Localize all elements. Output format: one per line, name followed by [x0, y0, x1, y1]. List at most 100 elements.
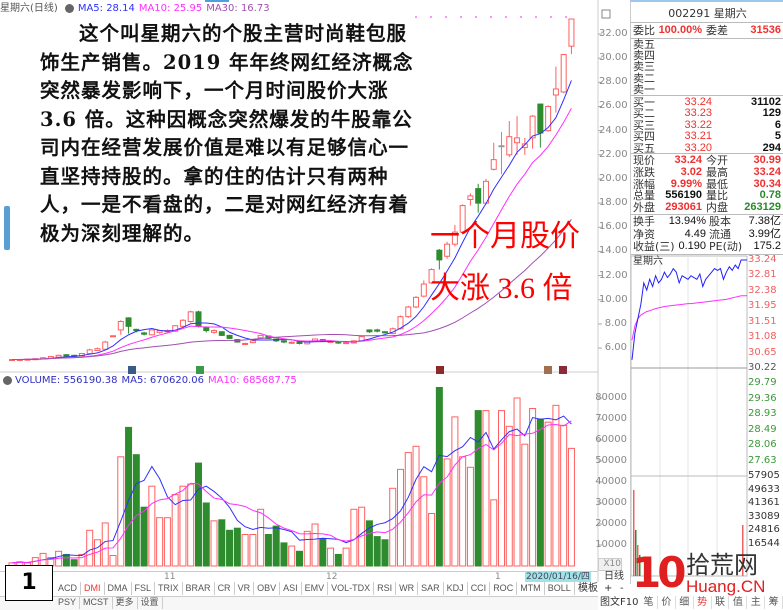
bottom-tab[interactable]: 势: [694, 596, 712, 609]
candle-body: [296, 341, 303, 344]
weibi-value: 100.00%: [658, 24, 702, 36]
bottom-tab[interactable]: 联: [712, 596, 730, 609]
indicator-tab[interactable]: FSL: [132, 582, 156, 595]
candle-body: [102, 341, 109, 350]
volume-bar: [466, 466, 474, 567]
candle-body: [288, 341, 295, 344]
marker-dot: [430, 16, 432, 18]
buy-volume: 6: [774, 118, 781, 131]
candle-body: [560, 54, 567, 93]
sell-level-label: 卖五: [633, 38, 655, 51]
indicator-tab[interactable]: TRIX: [155, 582, 183, 595]
indicator-tab[interactable]: PSY: [55, 595, 81, 609]
indicator-tab[interactable]: BRAR: [183, 582, 215, 595]
indicator-tab[interactable]: RSI: [374, 582, 397, 595]
volume-bar: [513, 397, 521, 567]
volume-bar: [560, 424, 568, 567]
f10-button[interactable]: 图文F10: [600, 597, 639, 608]
quote-panel: 002291 星期六 委比 100.00% 委差 31536 卖五 卖四 卖三 卖二卖…: [630, 0, 783, 584]
indicator-tab[interactable]: MTM: [517, 582, 545, 595]
period-label[interactable]: 日线: [604, 571, 624, 582]
buy-price: 33.22: [684, 118, 712, 131]
indicator-tab[interactable]: SAR: [418, 582, 444, 595]
indicator-tab[interactable]: DMI: [81, 582, 105, 595]
bottom-tab[interactable]: 主: [747, 596, 766, 609]
candle-body: [148, 329, 155, 336]
volume-ma10-line: [11, 420, 572, 564]
indicator-tab[interactable]: EMV: [302, 582, 329, 595]
bottom-tab[interactable]: 筹: [765, 596, 783, 609]
volume-bar: [334, 553, 342, 567]
volume-bar: [233, 527, 241, 567]
indicator-tab[interactable]: BOLL: [545, 582, 575, 595]
ma30-value: MA30: 16.73: [206, 3, 270, 14]
candle-body: [195, 311, 202, 327]
indicator-tab[interactable]: ACD: [55, 582, 82, 595]
fundamental-value: 0.190: [678, 240, 706, 252]
indicator-tab[interactable]: OBV: [254, 582, 281, 595]
stat-label: 外盘: [633, 201, 655, 215]
fundamental-row: 换手 13.94% 股本 7.38亿: [633, 215, 782, 228]
zoom-out-button[interactable]: -: [620, 583, 624, 594]
volume-bar: [365, 520, 373, 567]
volume-unit: X10: [598, 558, 622, 571]
date-label-jan: 1: [495, 572, 501, 582]
volume-bar: [210, 520, 218, 567]
indicator-tab[interactable]: VOL-TDX: [328, 582, 375, 595]
zoom-in-button[interactable]: +: [604, 583, 613, 594]
stock-period-label: 星期六(日线): [0, 3, 58, 14]
volume-settings-icon[interactable]: [3, 375, 12, 385]
volume-tick-label: 10000: [595, 539, 627, 550]
volume-bar: [288, 545, 296, 567]
indicator-tab[interactable]: 设置: [138, 595, 163, 609]
marker-dot: [415, 16, 417, 18]
bottom-tab[interactable]: 笔: [640, 596, 658, 609]
bottom-tab[interactable]: 值: [729, 596, 748, 609]
indicator-tab[interactable]: VR: [235, 582, 255, 595]
indicator-tab[interactable]: MCST: [80, 595, 113, 609]
intraday-price-label: 32.81: [748, 269, 777, 281]
event-marker-icon: [196, 366, 204, 374]
indicator-tab[interactable]: CR: [215, 582, 235, 595]
volume-value: VOLUME: 556190.38: [15, 375, 118, 386]
volume-bar: [140, 506, 148, 567]
candle-body: [335, 341, 342, 344]
template-button[interactable]: 模板: [578, 583, 598, 594]
marker-dot: [460, 16, 462, 18]
volume-bar: [428, 513, 436, 567]
fundamental-value: 7.38亿: [748, 215, 781, 227]
candle-body: [110, 335, 117, 338]
weibi-label: 委比: [633, 24, 655, 37]
price-tick-label: 24.00: [599, 124, 628, 136]
candle-body: [249, 340, 256, 344]
indicator-tab[interactable]: CCI: [468, 582, 491, 595]
indicator-tab[interactable]: WR: [396, 582, 419, 595]
stat-value: 556190: [665, 189, 702, 202]
volume-bar: [163, 517, 171, 567]
candle-body: [226, 334, 233, 339]
bottom-tab[interactable]: 细: [676, 596, 694, 609]
candle-body: [506, 136, 513, 156]
indicator-tab[interactable]: 更多: [113, 595, 138, 609]
bottom-tab[interactable]: 价: [658, 596, 676, 609]
volume-bar: [194, 462, 202, 567]
indicator-tab[interactable]: KDJ: [444, 582, 468, 595]
stat-row: 涨幅 9.99% 最低 30.34: [633, 178, 782, 190]
settings-icon[interactable]: [64, 3, 74, 13]
indicator-tab[interactable]: ASI: [280, 582, 302, 595]
indicator-tab[interactable]: ROC: [490, 582, 518, 595]
current-date-label: 2020/01/16/四: [525, 572, 591, 582]
intraday-volume-label: 24816: [748, 524, 780, 535]
intraday-volume-label: 33089: [748, 510, 780, 522]
intraday-price-label: 31.08: [748, 331, 777, 343]
indicator-tab[interactable]: DMA: [105, 582, 132, 595]
side-panel-toggle[interactable]: [4, 206, 10, 250]
event-marker-icon: [544, 366, 552, 374]
candle-body: [187, 311, 194, 323]
candle-body: [257, 334, 264, 339]
candle-body: [436, 249, 443, 261]
buy-level-label: 买二: [633, 107, 655, 121]
logo-text: 拾荒网: [686, 551, 758, 579]
stat-row: 涨跌 3.02 最高 33.24: [633, 166, 782, 178]
